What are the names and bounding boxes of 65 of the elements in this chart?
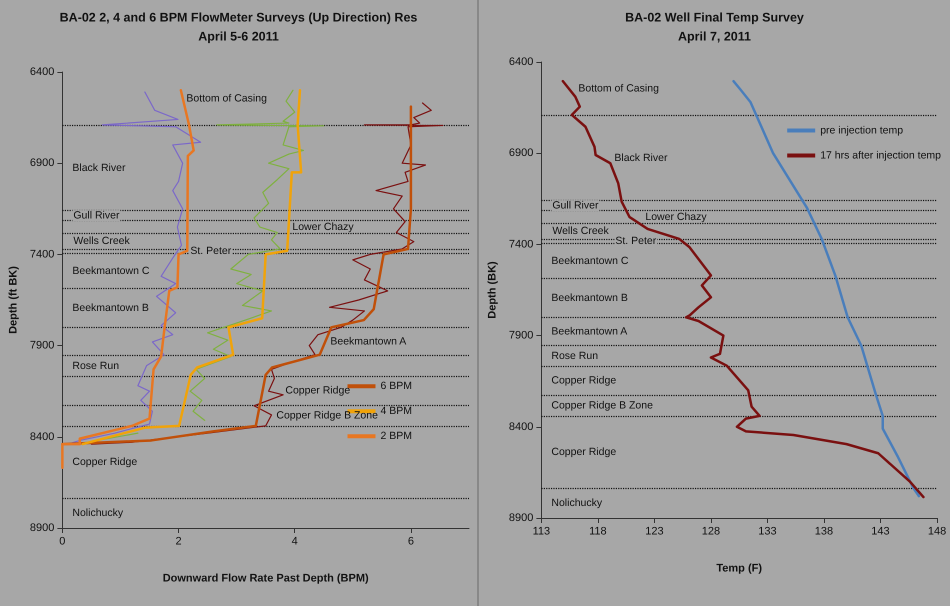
x-tick-label: 6 [408,536,414,548]
y-tick-label: 7900 [508,330,534,342]
annotation: Rose Run [551,350,598,362]
y-tick-label: 8400 [508,420,534,433]
y-tick-label: 8900 [508,512,534,524]
chart-subtitle: April 7, 2011 [678,30,752,44]
y-tick-label: 6400 [508,56,534,68]
annotation: St. Peter [190,245,232,258]
y-tick-label: 8900 [30,522,54,534]
x-tick-label: 0 [59,536,66,548]
annotation: Rose Run [72,360,120,372]
legend-label: 6 BPM [380,380,412,392]
y-tick-label: 6900 [508,147,534,160]
chart-subtitle: April 5-6 2011 [198,30,279,44]
annotation: Copper Ridge [285,384,350,397]
annotation: Black River [614,152,668,164]
legend-label: 4 BPM [380,405,412,418]
legend-label: 2 BPM [380,430,412,442]
y-axis-title: Depth (ft BK) [8,266,20,334]
annotation: Beekmantown A [551,325,628,338]
y-tick-label: 7400 [30,248,54,260]
chart-title: BA-02 2, 4 and 6 BPM FlowMeter Surveys (Up Direction) Res [60,10,418,24]
annotation: Gull River [552,200,599,212]
annotation: Beekmantown C [72,264,150,277]
annotation: Copper Ridge [551,374,616,387]
y-tick-label: 7900 [30,340,54,352]
x-tick-label: 123 [645,526,664,538]
annotation: Copper Ridge [72,456,138,468]
annotation: Beekmantown B [551,292,628,304]
legend-label: pre injection temp [820,124,904,136]
annotation: Beekmantown C [551,254,629,267]
annotation: Black River [72,162,126,174]
annotation: Copper Ridge B Zone [551,399,654,412]
x-tick-label: 4 [292,536,298,548]
y-axis-title: Depth (BK) [486,260,498,319]
y-tick-label: 6400 [30,66,54,78]
annotation: Bottom of Casing [578,82,660,94]
x-axis-title: Downward Flow Rate Past Depth (BPM) [162,572,369,584]
x-axis-title: Temp (F) [716,562,762,574]
x-tick-label: 133 [758,526,777,538]
y-tick-label: 8400 [30,430,54,443]
annotation: St. Peter [615,235,657,248]
annotation: Gull River [73,210,120,222]
annotation: Beekmantown A [330,335,406,348]
annotation: Nolichucky [72,506,124,519]
annotation: Wells Creek [552,225,610,238]
annotation: Copper Ridge [551,446,616,458]
x-tick-label: 128 [702,526,720,538]
x-tick-label: 118 [589,526,607,538]
legend-label: 17 hrs after injection temp [820,150,942,162]
x-tick-label: 138 [814,526,834,538]
x-tick-label: 148 [928,526,946,538]
annotation: Wells Creek [73,235,131,248]
chart-title: BA-02 Well Final Temp Survey [625,10,804,24]
annotation: Beekmantown B [72,302,149,314]
x-tick-label: 113 [532,526,550,538]
y-tick-label: 7400 [508,238,534,250]
y-tick-label: 6900 [30,157,54,170]
annotation: Copper Ridge B Zone [276,409,378,422]
annotation: Lower Chazy [645,211,708,224]
annotation: Lower Chazy [292,221,354,234]
annotation: Bottom of Casing [186,92,268,104]
annotation: Nolichucky [551,496,603,509]
x-tick-label: 143 [871,526,890,538]
x-tick-label: 2 [175,536,182,548]
